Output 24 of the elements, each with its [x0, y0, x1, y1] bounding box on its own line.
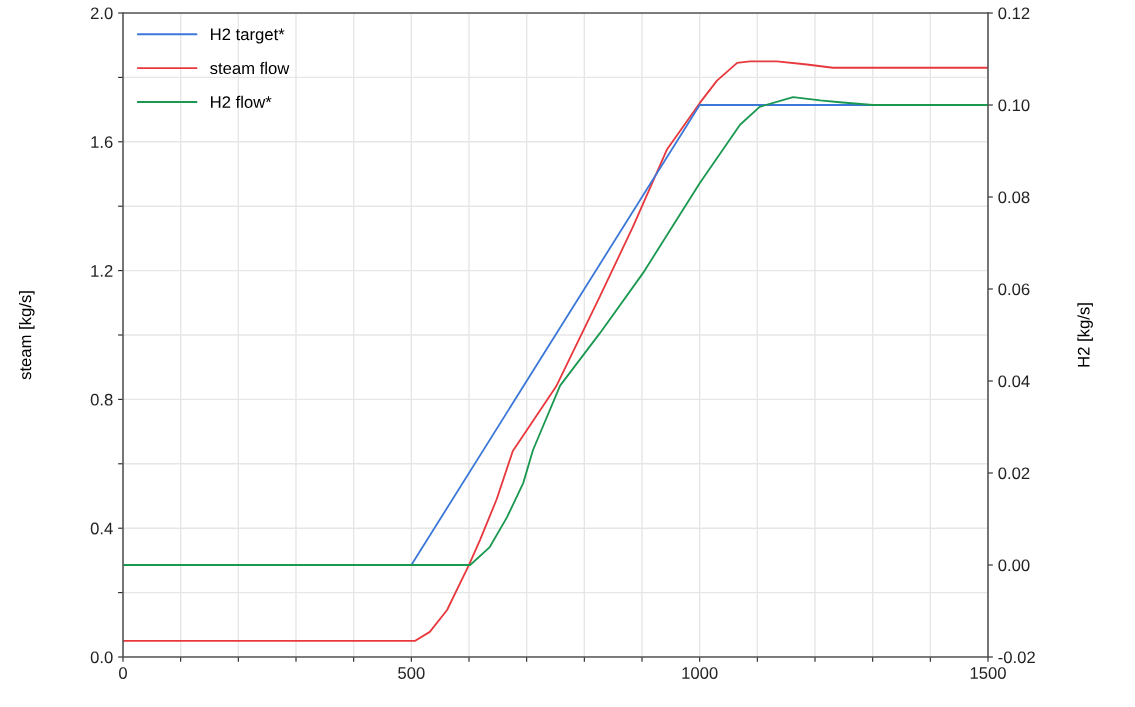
legend-label: H2 flow* — [211, 95, 272, 108]
y2-tick-label: 0.12 — [998, 7, 1030, 20]
y-tick-label: 2.0 — [90, 7, 113, 20]
x-tick-label: 1500 — [970, 667, 1006, 679]
x-tick-label: 1000 — [682, 667, 718, 679]
x-tick-label: 0 — [119, 667, 127, 679]
y2-tick-label: 0.00 — [998, 559, 1030, 572]
y-tick-label: 0.4 — [90, 522, 113, 535]
y2-tick-label: 0.08 — [998, 191, 1030, 204]
y2-tick-label: 0.04 — [998, 375, 1030, 388]
y-tick-label: 0.8 — [90, 393, 113, 406]
y2-tick-label: 0.06 — [998, 283, 1030, 296]
y-tick-label: 0.0 — [90, 651, 113, 664]
y-tick-label: 1.2 — [91, 265, 113, 277]
y-tick-label: 1.6 — [91, 136, 113, 148]
legend-label: steam flow — [210, 61, 290, 75]
y2-tick-label: 0.10 — [998, 99, 1030, 112]
legend-label: H2 target* — [211, 28, 285, 44]
line-series — [123, 60, 988, 642]
y2-tick-label: 0.02 — [998, 467, 1030, 480]
x-tick-label: 500 — [398, 667, 425, 679]
y2-tick-label: -0.02 — [998, 651, 1035, 664]
y-axis-title: steam [kg/s] — [19, 291, 35, 380]
y2-axis-title: H2 [kg/s] — [1077, 303, 1093, 367]
